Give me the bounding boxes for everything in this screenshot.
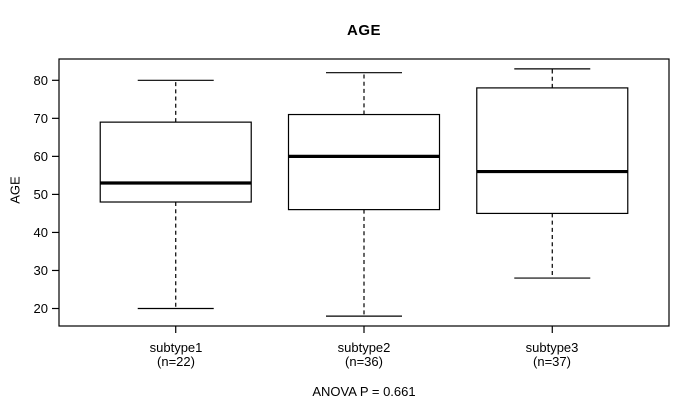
anova-p-annotation: ANOVA P = 0.661: [312, 384, 416, 399]
iqr-box-subtype3: [476, 87, 629, 215]
group-name: subtype1: [149, 340, 203, 355]
y-tick-label: 50: [34, 187, 48, 202]
iqr-box-subtype1: [99, 121, 252, 203]
group-count: (n=37): [533, 354, 571, 369]
y-tick-label: 70: [34, 111, 48, 126]
iqr-box-subtype2: [287, 113, 441, 211]
group-count: (n=22): [157, 354, 195, 369]
y-tick-label: 20: [34, 301, 48, 316]
y-tick-label: 60: [34, 149, 48, 164]
y-tick-label: 40: [34, 225, 48, 240]
group-count: (n=36): [345, 354, 383, 369]
x-tick-label-subtype2: subtype2 (n=36): [338, 341, 391, 369]
y-tick-label: 80: [34, 73, 48, 88]
y-tick-label: 30: [34, 263, 48, 278]
chart-title: AGE: [346, 22, 381, 39]
x-tick-label-subtype3: subtype3 (n=37): [526, 341, 579, 369]
x-tick-label-subtype1: subtype1 (n=22): [150, 341, 203, 369]
group-name: subtype2: [337, 340, 391, 355]
group-name: subtype3: [525, 340, 579, 355]
